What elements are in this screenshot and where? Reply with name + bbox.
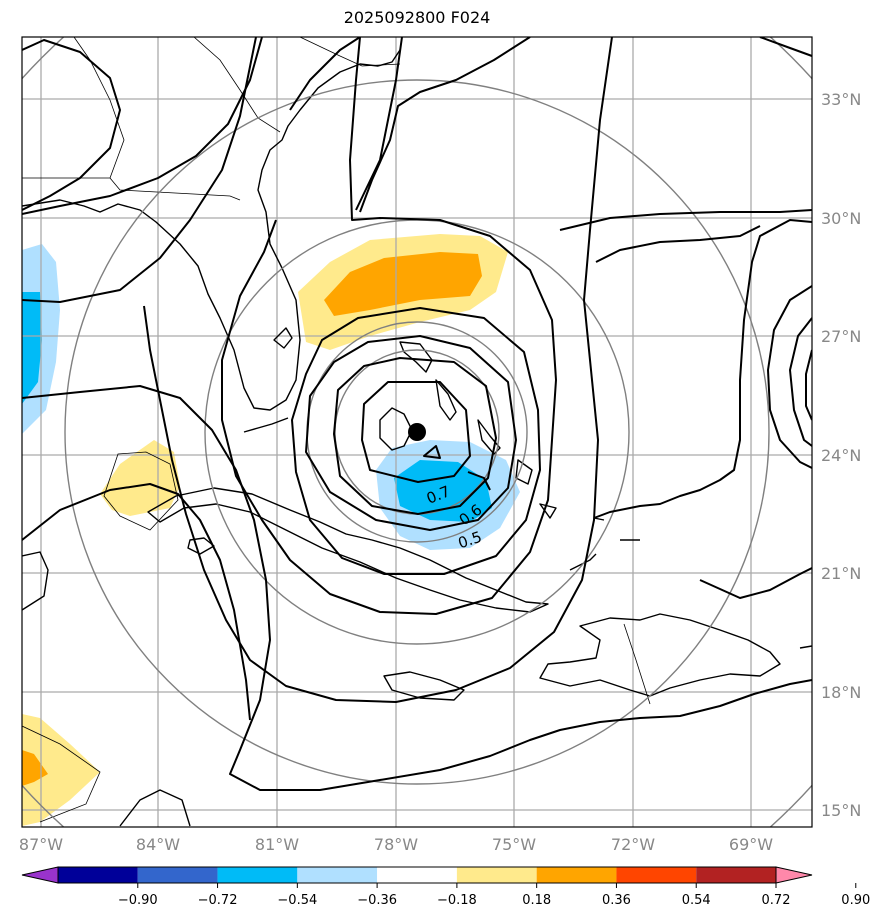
- lat-label: 21°N: [821, 564, 861, 583]
- colorbar-segment: [377, 867, 457, 883]
- contour-ring-1: [361, 381, 471, 483]
- contour-northeast: [759, 37, 812, 57]
- colorbar-segment: [456, 867, 537, 883]
- colorbar-extension-high: [775, 866, 813, 884]
- contour-southeast: [699, 567, 812, 599]
- contour-east-b: [595, 225, 761, 263]
- colorbar-tick-label: 0.90: [841, 893, 870, 908]
- contour-ring-2: [333, 357, 497, 515]
- bahamas-abaco: [399, 341, 433, 373]
- florida-keys: [243, 417, 289, 433]
- contour-ring-4: [291, 307, 541, 575]
- negative-anomaly-core-west: [22, 292, 42, 404]
- colorbar-segment: [696, 867, 776, 883]
- colorbar-segment: [536, 867, 617, 883]
- colorbar: −0.90 −0.72 −0.54 −0.36 −0.18 0.18 0.36 0.54 0.7…: [21, 866, 870, 908]
- political-borders: [22, 37, 651, 823]
- jamaica: [383, 671, 465, 701]
- contour-east-a: [559, 209, 812, 231]
- lat-label: 33°N: [821, 90, 861, 109]
- contour-lines: [22, 37, 812, 791]
- us-east-coast: [22, 49, 401, 411]
- contour-west-mid: [22, 37, 257, 303]
- negative-anomaly-core-center: [394, 460, 492, 522]
- contour-northwest: [22, 39, 121, 211]
- colorbar-segment: [137, 867, 218, 883]
- lat-label: 30°N: [821, 209, 861, 228]
- colorbar-tick-label: −0.72: [198, 893, 238, 908]
- puerto-rico-edge: [799, 645, 812, 649]
- lon-label: 78°W: [374, 835, 418, 854]
- lon-label: 72°W: [611, 835, 655, 854]
- contour-center-small: [423, 445, 441, 459]
- colorbar-segment: [217, 867, 298, 883]
- contour-east-e: [789, 317, 812, 447]
- lat-label: 15°N: [821, 801, 861, 820]
- colorbar-segment: [58, 867, 138, 883]
- storm-center-marker: [408, 423, 426, 441]
- contour-ring-5: [221, 37, 557, 615]
- lat-label: 24°N: [821, 446, 861, 465]
- contour-east-f: [805, 349, 812, 421]
- lon-label: 69°W: [729, 835, 773, 854]
- longitude-labels: 87°W 84°W 81°W 78°W 75°W 72°W 69°W: [19, 835, 773, 854]
- bahamas-andros: [379, 407, 413, 451]
- colorbar-tick-label: −0.90: [118, 893, 158, 908]
- contour-ring-3: [305, 335, 517, 531]
- colorbar-tick-label: −0.18: [437, 893, 477, 908]
- yucatan-south: [119, 789, 191, 827]
- contour-east-c: [593, 219, 812, 519]
- latitude-labels: 33°N 30°N 27°N 24°N 21°N 18°N 15°N: [821, 90, 861, 820]
- lat-label: 18°N: [821, 683, 861, 702]
- shaded-anomaly-fields: [22, 234, 520, 826]
- hispaniola: [539, 613, 781, 697]
- positive-anomaly-core-north: [324, 252, 482, 316]
- colorbar-tick-label: 0.36: [602, 893, 631, 908]
- contour-west-lower: [22, 385, 812, 791]
- contour-ring-6: [143, 37, 613, 703]
- colorbar-tick-label: −0.36: [357, 893, 397, 908]
- lat-label: 27°N: [821, 327, 861, 346]
- lon-label: 84°W: [136, 835, 180, 854]
- colorbar-tick-label: 0.72: [762, 893, 791, 908]
- map-title: 2025092800 F024: [343, 8, 491, 27]
- colorbar-tick-label: 0.54: [682, 893, 711, 908]
- central-america: [22, 551, 49, 611]
- lon-label: 81°W: [255, 835, 299, 854]
- contour-east-d: [767, 285, 812, 469]
- coastlines: [22, 49, 812, 827]
- colorbar-tick-label: 0.18: [522, 893, 551, 908]
- colorbar-extension-low: [21, 866, 59, 884]
- lon-label: 87°W: [19, 835, 63, 854]
- lake-okeechobee: [273, 327, 293, 349]
- lon-label: 75°W: [492, 835, 536, 854]
- cuba: [147, 487, 549, 613]
- contour-west-bottom: [22, 483, 251, 721]
- colorbar-segment: [297, 867, 378, 883]
- bahamas-eleuthera: [435, 379, 457, 421]
- isle-of-youth: [187, 537, 215, 555]
- colorbar-segment: [616, 867, 697, 883]
- plot-frame: [21, 36, 813, 828]
- colorbar-outline: [57, 866, 777, 884]
- contour-inner-spur: [467, 471, 491, 491]
- colorbar-tick-label: −0.54: [277, 893, 317, 908]
